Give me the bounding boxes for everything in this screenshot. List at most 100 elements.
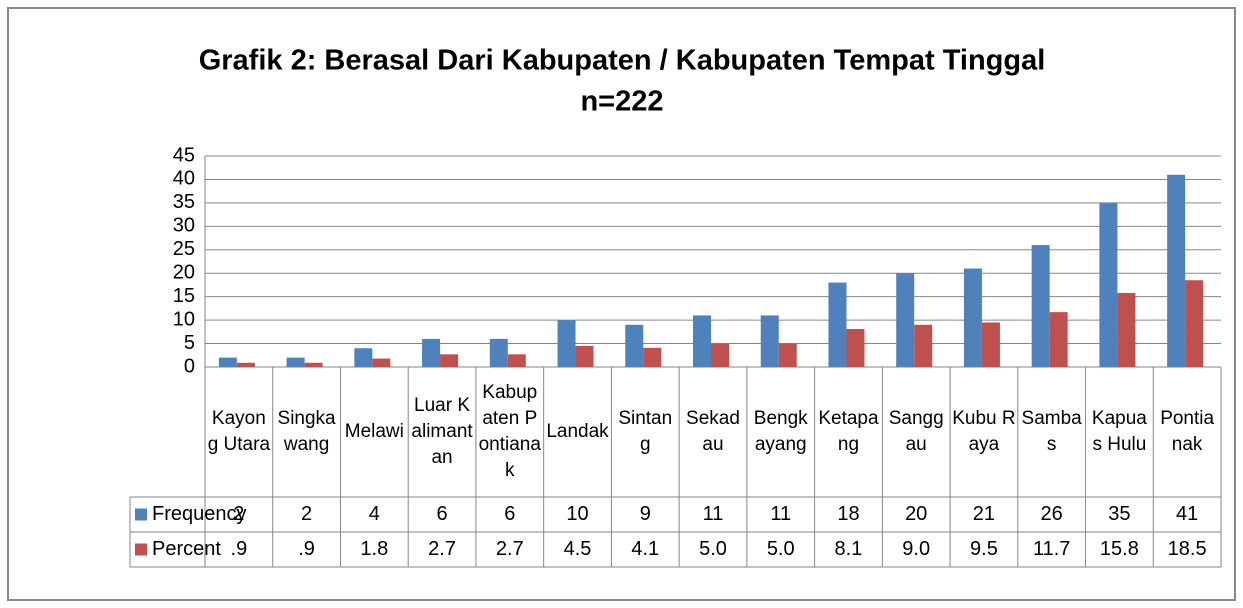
bar	[625, 324, 644, 367]
bar	[693, 315, 711, 367]
data-label: 10	[566, 503, 588, 525]
bar	[643, 347, 662, 367]
data-label: .9	[298, 538, 315, 560]
data-label: 4.1	[631, 538, 659, 560]
category-cell: Kapuas Hulu	[1091, 408, 1147, 455]
category-cell: Ketapang	[818, 408, 879, 455]
x-tick-label: Kubu Raya	[952, 408, 1016, 455]
data-label: 26	[1041, 503, 1063, 525]
data-label: 6	[504, 503, 515, 525]
data-label: 8.1	[835, 538, 863, 560]
data-label: .9	[231, 538, 248, 560]
bar	[286, 357, 305, 367]
bar	[236, 362, 255, 367]
bar	[1049, 312, 1068, 367]
x-tick-label: Kabupaten Pontianak	[478, 382, 541, 481]
y-tick-label: 30	[173, 215, 195, 237]
data-label: 4.5	[564, 538, 592, 560]
bar	[304, 362, 323, 367]
data-label: 15.8	[1100, 538, 1139, 560]
x-tick-label: Sintang	[618, 408, 673, 455]
data-label: 21	[973, 503, 995, 525]
category-cell: Sanggau	[888, 408, 944, 455]
chart-border	[7, 7, 1236, 601]
data-label: 11.7	[1033, 538, 1070, 560]
legend-label: Frequency	[152, 503, 247, 525]
bar	[914, 324, 933, 367]
bar	[557, 320, 576, 367]
y-tick-label: 15	[173, 285, 195, 307]
data-label: 18	[837, 503, 859, 525]
y-tick-label: 35	[173, 191, 195, 213]
data-label: 35	[1108, 503, 1130, 525]
bar	[575, 345, 594, 367]
bar	[507, 354, 526, 367]
data-label: 6	[437, 503, 448, 525]
category-cell: Pontianak	[1160, 408, 1215, 455]
bar	[1031, 245, 1050, 367]
data-label: 20	[905, 503, 927, 525]
y-tick-label: 10	[173, 308, 195, 330]
bar	[1117, 292, 1136, 367]
x-tick-label: Sekadau	[686, 408, 740, 455]
y-tick-label: 25	[173, 238, 195, 260]
x-tick-label: Pontianak	[1160, 408, 1215, 455]
data-label: 11	[703, 503, 724, 525]
category-cell: Landak	[546, 421, 609, 442]
category-cell: Singkawang	[277, 408, 336, 455]
data-label: 1.8	[360, 538, 388, 560]
x-tick-label: Bengkayang	[753, 408, 808, 455]
bar	[1167, 174, 1186, 367]
legend-swatch	[135, 508, 147, 521]
chart-title: Grafik 2: Berasal Dari Kabupaten / Kabup…	[199, 45, 1046, 77]
y-tick-label: 40	[173, 168, 195, 190]
x-tick-label: Luar Kalimantan	[411, 395, 473, 468]
data-label: 4	[369, 503, 380, 525]
category-cell: Sintang	[618, 408, 673, 455]
bar	[1185, 280, 1204, 367]
x-tick-label: Sambas	[1021, 408, 1082, 455]
data-label: 2.7	[496, 538, 524, 560]
data-label: 9.5	[970, 538, 998, 560]
data-label: 5.0	[699, 538, 727, 560]
legend-swatch	[135, 543, 147, 556]
data-label: 5.0	[767, 538, 795, 560]
data-label: 2.7	[428, 538, 456, 560]
category-cell: Kayong Utara	[207, 408, 271, 455]
category-cell: Sambas	[1021, 408, 1082, 455]
y-tick-label: 5	[184, 332, 195, 354]
category-cell: Bengkayang	[753, 408, 808, 455]
x-tick-label: Melawi	[344, 421, 404, 442]
category-cell: Melawi	[344, 421, 404, 442]
bar	[760, 315, 779, 367]
data-label: 18.5	[1168, 538, 1207, 560]
category-cell: Luar Kalimantan	[411, 395, 473, 468]
x-tick-label: Landak	[546, 421, 609, 442]
bar	[896, 273, 915, 367]
category-cell: Kabupaten Pontianak	[478, 382, 541, 481]
data-label: 9.0	[902, 538, 930, 560]
data-label: 2	[233, 503, 244, 525]
y-tick-label: 0	[184, 355, 195, 377]
x-tick-label: Kapuas Hulu	[1091, 408, 1147, 455]
x-tick-label: Ketapang	[818, 408, 879, 455]
chart-subtitle: n=222	[580, 86, 663, 118]
category-cell: Kubu Raya	[952, 408, 1016, 455]
bar	[828, 282, 847, 367]
data-label: 11	[770, 503, 791, 525]
bar	[218, 357, 237, 367]
x-tick-label: Sanggau	[888, 408, 944, 455]
bar	[440, 354, 459, 367]
bar	[372, 358, 391, 367]
y-tick-label: 45	[173, 144, 195, 166]
x-tick-label: Singkawang	[277, 408, 336, 455]
bar	[1099, 202, 1118, 367]
legend-label: Percent	[152, 538, 221, 560]
data-label: 9	[640, 503, 651, 525]
bar	[981, 322, 1000, 367]
x-tick-label: Kayong Utara	[207, 408, 271, 455]
bar	[846, 329, 865, 367]
bar	[778, 343, 797, 367]
bar	[963, 268, 982, 367]
